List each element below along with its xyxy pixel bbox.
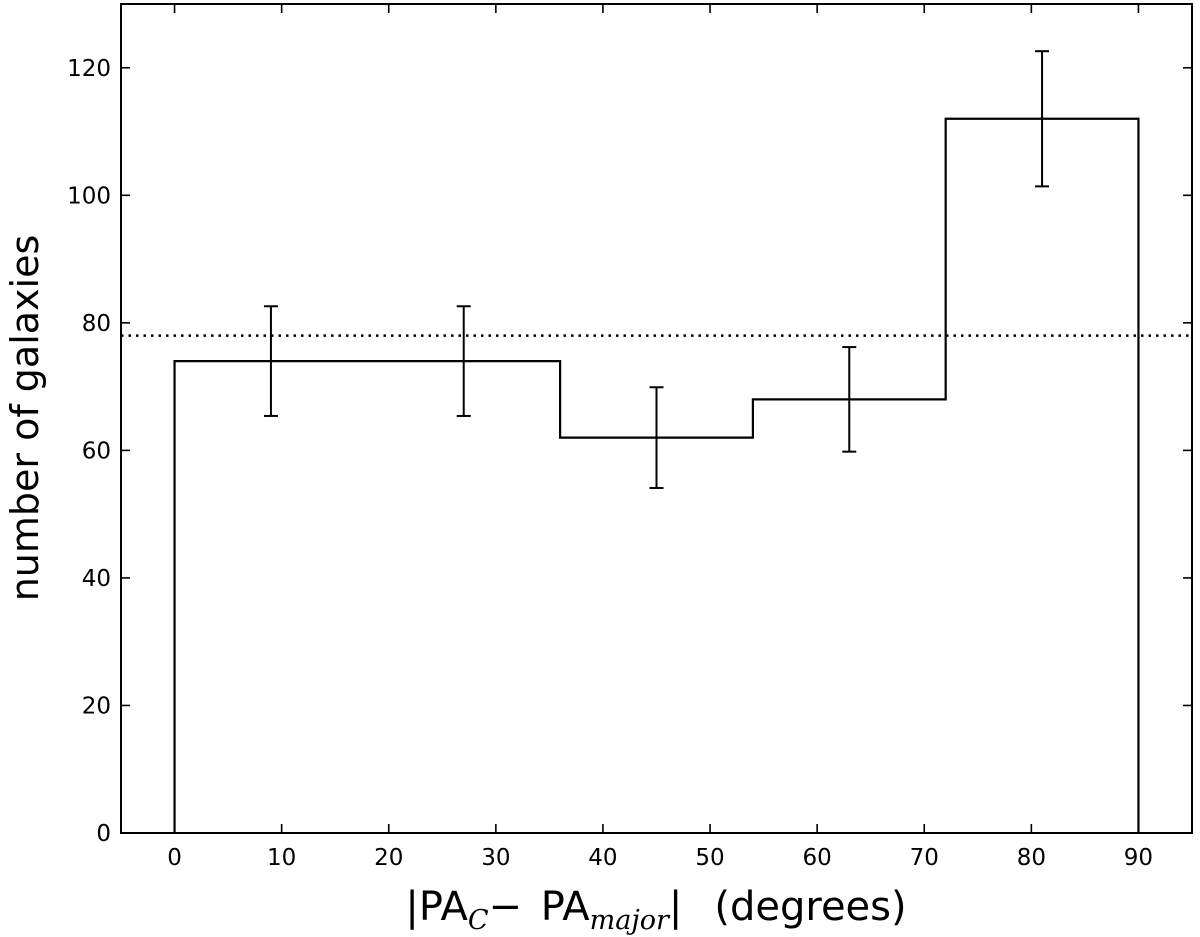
x-axis-title-pa-major: PA <box>541 884 591 930</box>
x-tick-label: 90 <box>1124 845 1153 871</box>
x-tick-label: 70 <box>910 845 939 871</box>
x-tick-label: 20 <box>374 845 403 871</box>
error-bar <box>456 305 471 417</box>
x-axis-title: |PAC− PAmajor| (degrees) <box>405 884 906 936</box>
y-tick-label: 40 <box>82 566 111 592</box>
y-tick-label: 60 <box>82 438 111 464</box>
x-tick-label: 50 <box>695 845 724 871</box>
x-tick-label: 0 <box>167 845 182 871</box>
error-bar <box>842 346 857 453</box>
x-axis-title-units: (degrees) <box>714 884 906 930</box>
y-axis-ticks: 0 20 40 60 80 100 120 <box>67 56 1192 847</box>
y-axis-title: number of galaxies <box>3 235 47 602</box>
x-tick-label: 60 <box>803 845 832 871</box>
x-tick-label: 10 <box>267 845 296 871</box>
x-tick-label: 30 <box>481 845 510 871</box>
y-tick-label: 20 <box>82 693 111 719</box>
error-bars <box>263 50 1050 490</box>
x-axis-title-bar-left: | <box>405 884 418 930</box>
x-axis-title-sub-major: major <box>590 905 671 936</box>
error-bar <box>1035 50 1050 188</box>
x-tick-label: 40 <box>588 845 617 871</box>
y-tick-label: 80 <box>82 311 111 337</box>
error-bar <box>263 305 278 417</box>
x-axis-title-pa-c: PA <box>419 884 469 930</box>
histogram-steps <box>173 117 1140 833</box>
error-bar <box>649 386 664 490</box>
x-axis-title-minus: − <box>488 884 534 930</box>
y-tick-label: 0 <box>96 821 111 847</box>
y-tick-label: 100 <box>67 183 111 209</box>
x-axis-ticks: 0 10 20 30 40 50 60 70 80 90 <box>167 4 1153 871</box>
y-tick-label: 120 <box>67 56 111 82</box>
x-axis-title-sub-c: C <box>468 905 489 936</box>
x-axis-title-bar-right: | <box>669 884 682 930</box>
x-tick-label: 80 <box>1017 845 1046 871</box>
plot-frame <box>120 3 1193 834</box>
